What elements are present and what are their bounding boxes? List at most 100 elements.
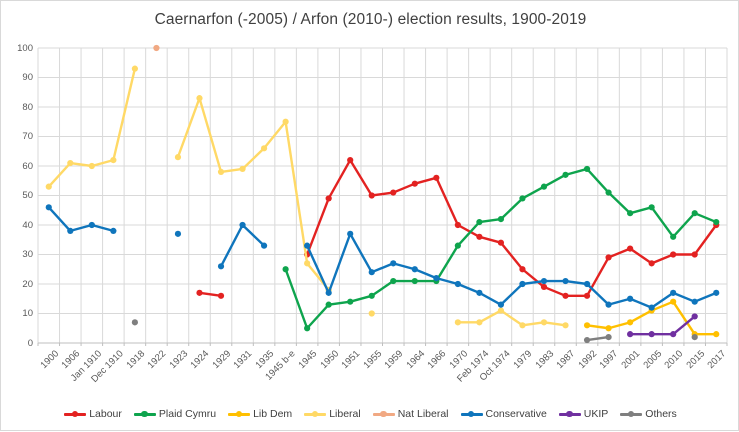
data-point xyxy=(304,260,311,267)
series-others xyxy=(131,319,698,344)
data-point xyxy=(411,180,418,187)
data-point xyxy=(88,162,95,170)
data-point xyxy=(670,233,677,240)
data-point xyxy=(325,301,332,308)
data-point xyxy=(304,242,311,249)
data-point xyxy=(45,183,52,190)
gridlines xyxy=(37,47,728,346)
data-point xyxy=(325,289,332,296)
legend-item-lib-dem[interactable]: Lib Dem xyxy=(228,408,292,420)
data-point xyxy=(45,204,52,211)
series-ukip xyxy=(627,313,698,338)
data-point xyxy=(691,313,698,320)
data-point xyxy=(67,159,74,167)
legend-item-ukip[interactable]: UKIP xyxy=(558,408,609,420)
legend-item-labour[interactable]: Labour xyxy=(64,408,122,420)
legend-item-conservative[interactable]: Conservative xyxy=(460,408,547,420)
data-point xyxy=(260,145,268,152)
legend-series-marker-icon xyxy=(372,410,395,418)
legend-label: UKIP xyxy=(583,408,609,420)
y-axis-label: 90 xyxy=(22,72,33,83)
legend-series-marker-icon xyxy=(228,410,251,418)
data-point xyxy=(605,325,612,332)
legend-item-liberal[interactable]: Liberal xyxy=(304,408,361,420)
y-axis-label: 100 xyxy=(17,42,33,54)
data-point xyxy=(583,280,591,288)
data-point xyxy=(433,275,440,282)
data-point xyxy=(282,266,289,273)
data-point xyxy=(110,227,117,234)
data-point xyxy=(691,210,698,217)
data-point xyxy=(497,239,505,246)
data-point xyxy=(627,210,634,217)
data-point xyxy=(562,322,569,329)
data-point xyxy=(691,298,698,305)
legend-series-marker-icon xyxy=(133,410,156,418)
data-point xyxy=(605,334,612,341)
data-point xyxy=(476,289,483,296)
series-labour xyxy=(196,157,720,299)
data-point xyxy=(648,331,655,338)
data-point xyxy=(196,95,203,102)
data-point xyxy=(88,221,95,229)
data-point xyxy=(454,221,461,229)
data-point xyxy=(368,269,375,276)
data-point xyxy=(691,251,698,258)
data-point xyxy=(304,325,311,332)
data-point xyxy=(519,195,526,202)
data-point xyxy=(670,331,677,338)
data-point xyxy=(131,65,138,72)
data-point xyxy=(540,277,548,285)
data-point xyxy=(368,192,375,199)
chart-title: Caernarfon (-2005) / Arfon (2010-) elect… xyxy=(154,11,587,28)
data-point xyxy=(411,266,418,273)
data-point xyxy=(239,165,246,173)
data-point xyxy=(648,260,655,267)
data-point xyxy=(476,319,483,326)
series-nat-liberal xyxy=(153,44,160,52)
data-point xyxy=(239,221,246,229)
data-point xyxy=(217,168,225,175)
data-point xyxy=(347,298,354,305)
data-point xyxy=(627,331,634,338)
data-point xyxy=(670,251,677,258)
legend-item-others[interactable]: Others xyxy=(620,408,677,420)
data-point xyxy=(627,295,634,302)
data-point xyxy=(67,227,74,234)
data-point xyxy=(433,174,440,181)
data-point xyxy=(713,331,720,338)
series-plaid-cymru xyxy=(282,165,720,332)
legend-item-plaid-cymru[interactable]: Plaid Cymru xyxy=(133,408,216,420)
legend-series-marker-icon xyxy=(64,410,87,418)
data-point xyxy=(110,157,117,164)
legend-label: Conservative xyxy=(485,408,547,420)
data-point xyxy=(174,230,182,237)
data-point xyxy=(368,292,375,299)
legend-item-nat-liberal[interactable]: Nat Liberal xyxy=(372,408,449,420)
data-point xyxy=(282,118,289,125)
legend-series-marker-icon xyxy=(620,410,643,418)
data-point xyxy=(519,280,526,288)
data-point xyxy=(713,218,720,226)
data-point xyxy=(562,292,569,299)
data-point xyxy=(411,277,418,285)
data-point xyxy=(390,260,397,267)
y-axis-label: 80 xyxy=(22,101,33,113)
data-point xyxy=(670,298,677,305)
data-point xyxy=(648,204,655,211)
data-point xyxy=(519,322,526,329)
y-axis-label: 20 xyxy=(22,278,33,290)
y-axis-label: 30 xyxy=(22,249,33,260)
data-point xyxy=(497,301,505,308)
data-point xyxy=(691,334,698,341)
data-point xyxy=(153,44,160,52)
data-point xyxy=(454,319,461,326)
data-point xyxy=(562,277,569,285)
legend-label: Labour xyxy=(89,408,122,420)
data-point xyxy=(605,254,612,261)
series-conservative xyxy=(45,204,720,311)
legend: Labour Plaid Cymru Lib Dem Liberal Nat Liber… xyxy=(1,408,739,420)
